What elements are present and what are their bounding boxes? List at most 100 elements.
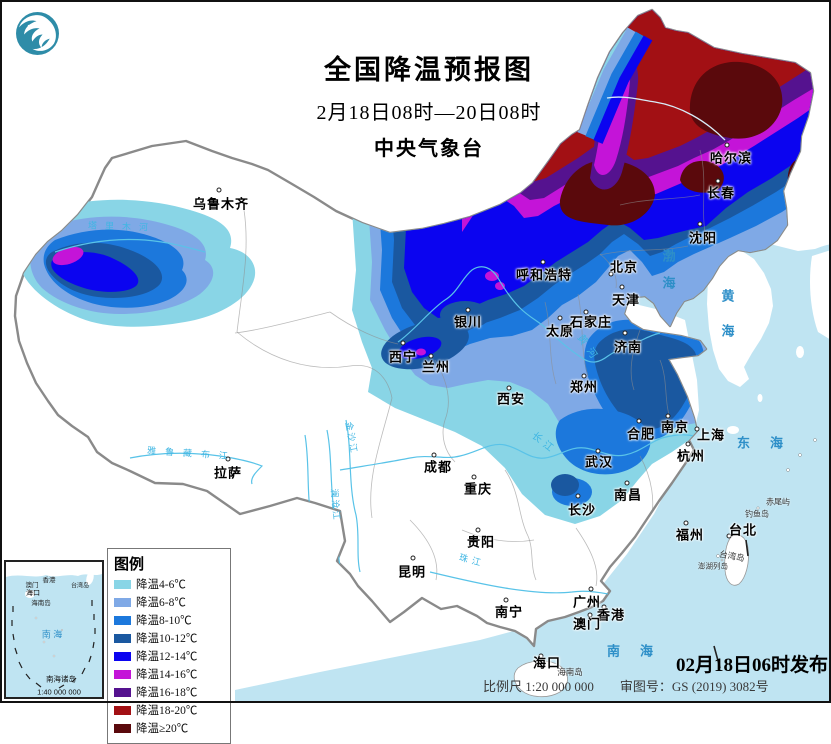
city-marker: [428, 353, 434, 359]
river-label: 黄河: [574, 332, 603, 366]
city-marker: [601, 604, 607, 610]
province-borders: [234, 149, 707, 587]
city-label: 北京: [609, 259, 639, 275]
legend-color-swatch: [114, 687, 131, 697]
city-marker: [694, 426, 700, 432]
map-title-block: 全国降温预报图 2月18日08时—20日08时 中央气象台: [279, 48, 579, 161]
city-label: 广州: [572, 594, 602, 610]
legend-items: 降温4-6℃ 降温6-8℃ 降温8-10℃ 降温10-12℃ 降温12-14℃ 降温14-…: [114, 576, 224, 736]
river-label: 长江: [529, 430, 559, 457]
river-label: 雅鲁藏布江: [146, 445, 238, 462]
legend-item-label: 降温12-14℃: [136, 651, 198, 663]
sea-label: 黄海: [719, 289, 735, 359]
legend-color-swatch: [114, 651, 131, 661]
legend-item-label: 降温4-6℃: [136, 579, 186, 591]
city-label: 福州: [675, 527, 705, 543]
city-marker: [683, 520, 689, 526]
inset-map-label: 澳门: [25, 582, 39, 589]
legend-color-swatch: [114, 669, 131, 679]
city-label: 南昌: [613, 487, 643, 503]
inset-map-label: 海南岛: [31, 600, 51, 607]
sea-label: 南海: [606, 643, 674, 659]
songhua-river: [606, 96, 726, 141]
city-marker: [410, 555, 416, 561]
city-label: 太原: [545, 323, 575, 339]
city-label: 拉萨: [213, 465, 243, 481]
city-label: 香港: [596, 607, 626, 623]
city-label: 上海: [696, 427, 726, 443]
legend-item: 降温8-10℃: [114, 612, 224, 628]
inset-map-graphic: [6, 562, 102, 697]
city-marker: [465, 307, 471, 313]
city-label: 武汉: [584, 454, 614, 470]
city-label: 南京: [660, 419, 690, 435]
legend-item: 降温18-20℃: [114, 702, 224, 718]
legend-item-label: 降温16-18℃: [136, 687, 198, 699]
city-label: 重庆: [463, 481, 493, 497]
city-marker: [475, 527, 481, 533]
island-label: 钓鱼岛: [745, 509, 769, 519]
city-marker: [724, 142, 730, 148]
dragon-eye: [27, 24, 31, 28]
legend-item-label: 降温10-12℃: [136, 633, 198, 645]
city-marker: [400, 340, 406, 346]
south-china-sea-inset-map: 澳门 香港 台湾岛 海口 海南岛南 海南海诸岛 1:40 000 000: [4, 560, 104, 699]
rivers: [54, 238, 695, 595]
river-label: 塔里木河: [87, 220, 157, 233]
city-label: 兰州: [421, 359, 451, 375]
island: [796, 346, 804, 358]
city-marker: [581, 373, 587, 379]
city-marker: [540, 259, 546, 265]
legend-item: 降温≥20℃: [114, 720, 224, 736]
legend-color-swatch: [114, 615, 131, 625]
inset-dash-line: [11, 600, 96, 689]
city-label: 贵阳: [466, 534, 496, 550]
city-label: 澳门: [572, 616, 602, 632]
legend-color-swatch: [114, 597, 131, 607]
city-label: 天津: [611, 292, 641, 308]
legend-color-swatch: [114, 633, 131, 643]
japan-islands: [810, 250, 831, 340]
city-marker: [624, 480, 630, 486]
city-marker: [538, 653, 544, 659]
city-label: 长春: [706, 185, 736, 201]
city-marker: [557, 315, 563, 321]
city-marker: [715, 178, 721, 184]
city-label: 乌鲁木齐: [192, 196, 250, 212]
city-label: 郑州: [569, 379, 599, 395]
legend-color-swatch: [114, 705, 131, 715]
legend-item-label: 降温6-8℃: [136, 597, 186, 609]
island-label: 赤尾屿: [766, 497, 790, 507]
inset-hainan: [25, 590, 35, 598]
inset-coast: [6, 562, 102, 577]
city-label: 西宁: [388, 349, 418, 365]
legend-item: 降温4-6℃: [114, 576, 224, 592]
legend-item: 降温16-18℃: [114, 684, 224, 700]
legend-item-label: 降温14-16℃: [136, 669, 198, 681]
river-label: 澜沧江: [329, 488, 342, 522]
city-label: 成都: [423, 459, 453, 475]
island: [757, 394, 763, 402]
inset-map-label: 南 海: [41, 629, 63, 640]
map-labels-layer: 乌鲁木齐 哈尔滨 长春 沈阳 北京 天津 呼和浩特 银川 太原 石家庄 济南 西宁 兰州 西安 郑州 合肥 南京…: [87, 142, 790, 677]
inset-map-label: 台湾岛: [70, 583, 90, 590]
city-label: 西安: [496, 391, 526, 407]
city-marker: [506, 385, 512, 391]
island-label: 澎湖列岛: [698, 561, 728, 571]
city-label: 长沙: [567, 502, 597, 518]
city-label: 济南: [613, 339, 643, 355]
city-marker: [685, 441, 691, 447]
jeju-island: [727, 426, 739, 434]
legend-item: 降温14-16℃: [114, 666, 224, 682]
inset-islets: [34, 616, 64, 658]
legend-item: 降温12-14℃: [114, 648, 224, 664]
legend-item-label: 降温8-10℃: [136, 615, 192, 627]
city-marker: [665, 413, 671, 419]
city-marker: [636, 418, 642, 424]
legend-title: 图例: [114, 557, 145, 573]
legend-color-swatch: [114, 579, 131, 589]
city-marker: [583, 309, 589, 315]
hainan-island: [513, 660, 568, 698]
korea-peninsula: [707, 247, 773, 387]
